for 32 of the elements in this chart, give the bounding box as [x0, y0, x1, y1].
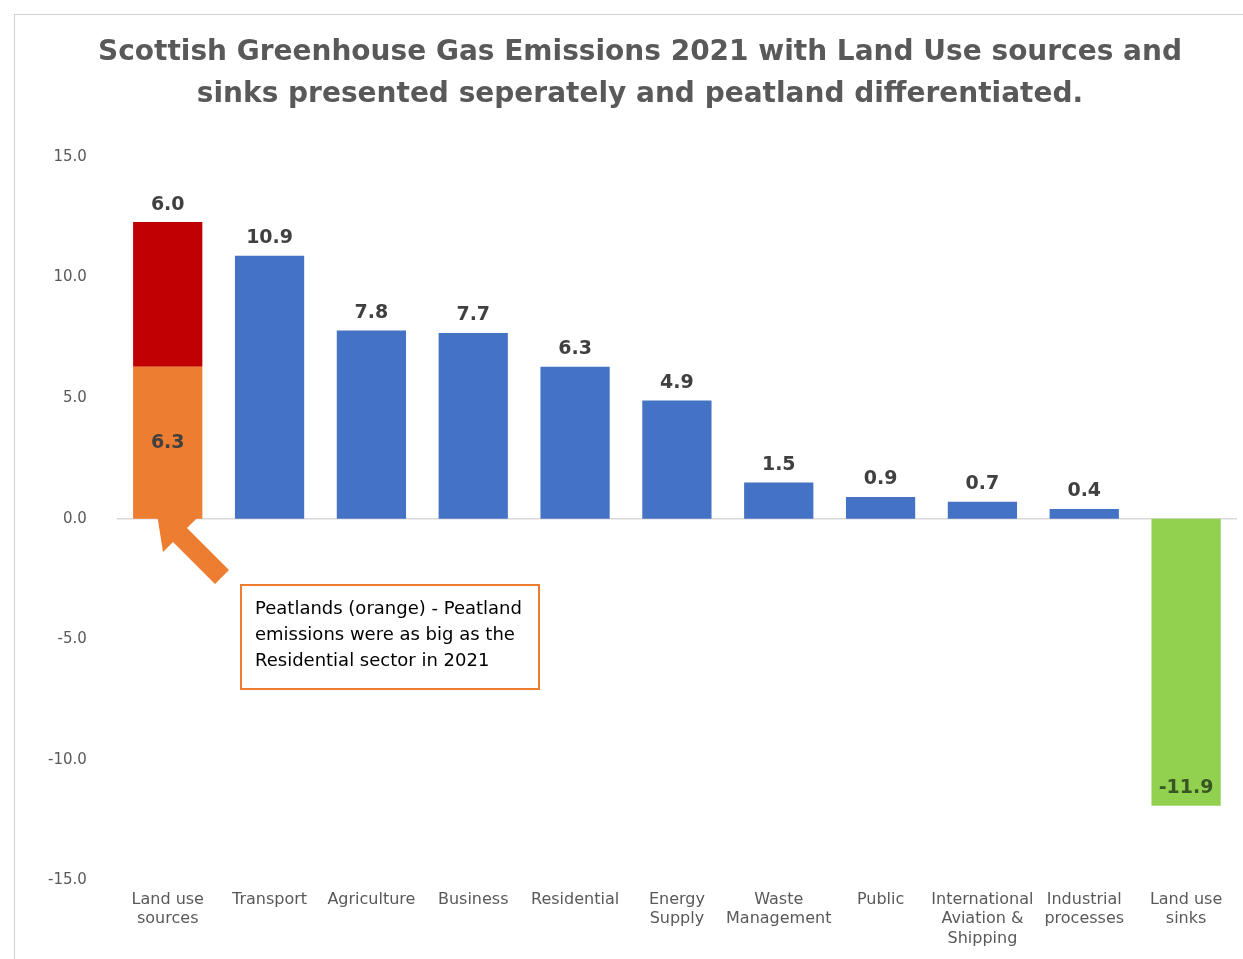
x-tick-label: Transport	[231, 889, 308, 909]
x-tick-label: Waste Management	[726, 889, 832, 928]
x-tick-label: Land use sources	[131, 889, 204, 928]
data-label: 1.5	[761, 451, 796, 474]
data-label: 6.3	[558, 336, 592, 359]
data-label: 0.7	[965, 471, 1000, 494]
data-label: 4.9	[660, 369, 694, 392]
y-tick-label: 5.0	[62, 388, 87, 407]
y-tick-label: 0.0	[62, 508, 87, 527]
x-tick-label: International Aviation & Shipping	[931, 889, 1034, 947]
x-tick-label: Industrial processes	[1044, 889, 1125, 928]
x-tick-label: Public	[856, 889, 905, 909]
y-tick-label: -5.0	[57, 629, 87, 648]
data-label: 6.0	[150, 191, 185, 214]
data-label: 7.8	[354, 300, 389, 323]
y-tick-label: -10.0	[48, 749, 87, 768]
annotation: Peatlands (orange) - Peatland emissions were as big as the Residential sector in 2021	[240, 584, 540, 690]
y-tick-label: 15.0	[53, 146, 87, 165]
data-label: -11.9	[1158, 775, 1214, 798]
data-label: 0.9	[863, 466, 898, 489]
y-tick-label: 10.0	[53, 267, 87, 286]
data-label: 6.3	[150, 429, 185, 452]
x-tick-label: Land use sinks	[1149, 889, 1223, 928]
x-tick-label: Agriculture	[327, 889, 416, 909]
x-tick-label: Business	[437, 889, 509, 909]
data-label: 0.4	[1067, 478, 1102, 501]
chart-title: Scottish Greenhouse Gas Emissions 2021 with Land Use sources and sinks presented seperately and peatland differentiated.	[97, 33, 1183, 111]
y-tick-label: -15.0	[48, 870, 87, 889]
data-label: 10.9	[246, 225, 294, 248]
x-tick-label: Residential	[531, 889, 620, 909]
x-tick-label: Energy Supply	[648, 889, 705, 928]
data-label: 7.7	[456, 302, 491, 325]
